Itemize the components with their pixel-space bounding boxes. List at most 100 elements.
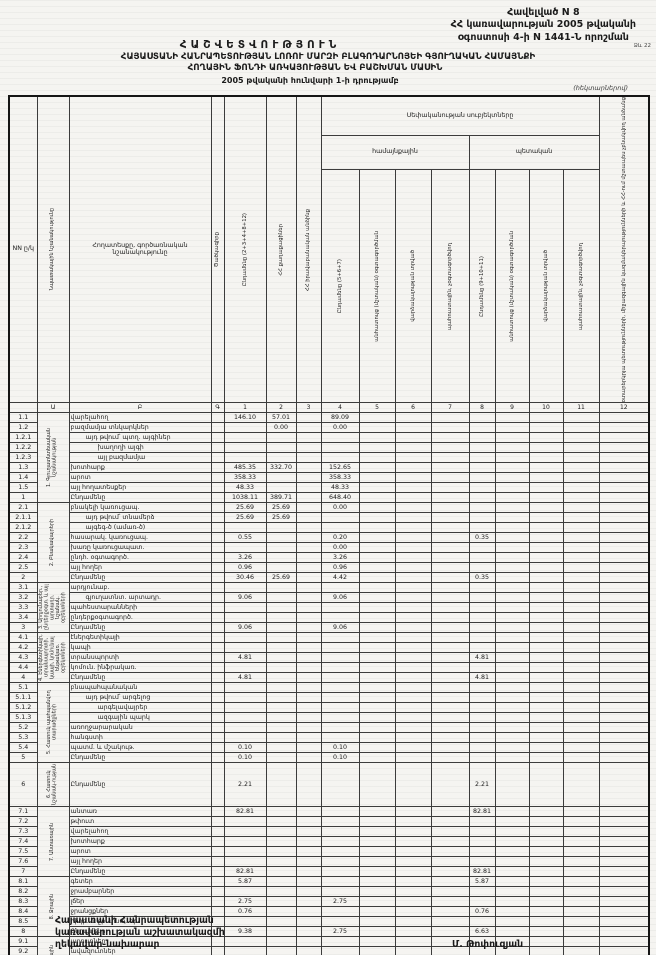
value-cell-col12: [598, 562, 650, 574]
code-cell: [210, 592, 225, 604]
value-cell-col6: [394, 682, 432, 694]
value-cell-col3: [295, 712, 322, 724]
value-cell-col10: [528, 886, 564, 898]
row-number: 4.1: [8, 632, 38, 644]
column-index-0: [8, 402, 38, 414]
value-cell-col7: [430, 742, 470, 754]
row-number: 4.2: [8, 642, 38, 654]
column-index-2: Բ: [68, 402, 212, 414]
value-cell-col2: [265, 876, 297, 888]
value-cell-col4: 0.96: [320, 562, 360, 574]
appendix-line: ՀՀ կառավարության 2005 թվականի: [450, 19, 636, 31]
value-cell-col8: [468, 702, 496, 714]
value-cell-col4: [320, 856, 360, 868]
value-cell-col8: [468, 462, 496, 474]
column-index-13: 10: [528, 402, 564, 414]
value-cell-col4: [320, 936, 360, 948]
value-cell-col2: [265, 856, 297, 868]
value-cell-col12: [598, 542, 650, 554]
value-cell-col1: [223, 422, 267, 434]
value-cell-col11: [562, 946, 600, 955]
row-number: 7.5: [8, 846, 38, 858]
value-cell-col10: [528, 622, 564, 634]
ownership-subjects-header: Սեփականության սուբյեկտները: [320, 95, 600, 137]
value-cell-col12: [598, 762, 650, 808]
value-cell-col4: 0.00: [320, 542, 360, 554]
code-cell: [210, 512, 225, 524]
code-cell: [210, 522, 225, 534]
land-type-label: ընդհ. օգտագործ.: [68, 552, 212, 564]
value-cell-col8: 0.76: [468, 906, 496, 918]
community-group-header: համայնքային: [320, 135, 470, 171]
value-cell-col2: 25.69: [265, 572, 297, 584]
column-header-10: վարձակալության տրված: [528, 169, 564, 404]
value-cell-col6: [394, 422, 432, 434]
value-cell-col10: [528, 552, 564, 564]
value-cell-col9: [494, 512, 530, 524]
table-row: 8.1 8. Ջրային գետեր 5.87 5.87: [8, 876, 650, 938]
value-cell-col12: [598, 582, 650, 594]
code-cell: [210, 876, 225, 888]
appendix-line: օգոստոսի 4-ի N 1441-Ն որոշման: [457, 31, 629, 43]
value-cell-col7: [430, 896, 470, 908]
column-index-7: 4: [320, 402, 360, 414]
signatory-line: Հայաստանի Հանրապետության: [55, 915, 214, 926]
value-cell-col1: [223, 916, 267, 928]
code-cell: [210, 542, 225, 554]
value-cell-col10: [528, 492, 564, 504]
value-cell-col3: [295, 672, 322, 684]
value-cell-col3: [295, 562, 322, 574]
value-cell-col5: [358, 422, 396, 434]
code-cell: [210, 442, 225, 454]
section-total-row: 6 6. Հատուկ նշանակ-ության Ընդամենը 2.21 2.21: [8, 762, 650, 808]
value-cell-col4: [320, 846, 360, 858]
land-type-label: թփուտ: [68, 816, 212, 828]
value-cell-col6: [394, 572, 432, 584]
value-cell-col2: [265, 452, 297, 464]
column-index-11: 8: [468, 402, 496, 414]
value-cell-col4: [320, 712, 360, 724]
value-cell-col6: [394, 742, 432, 754]
value-cell-col12: [598, 632, 650, 644]
value-cell-col7: [430, 662, 470, 674]
value-cell-col1: 25.69: [223, 512, 267, 524]
value-cell-col6: [394, 662, 432, 674]
land-type-label: բնապահպանական: [68, 682, 212, 694]
value-cell-col6: [394, 602, 432, 614]
row-number: 8: [8, 926, 38, 938]
value-cell-col2: [265, 886, 297, 898]
value-cell-col2: [265, 896, 297, 908]
value-cell-col8: [468, 722, 496, 734]
value-cell-col7: [430, 642, 470, 654]
value-cell-col6: [394, 592, 432, 604]
value-cell-col12: [598, 806, 650, 818]
value-cell-col6: [394, 856, 432, 868]
value-cell-col9: [494, 692, 530, 704]
value-cell-col8: 82.81: [468, 866, 496, 878]
value-cell-col5: [358, 542, 396, 554]
value-cell-col5: [358, 946, 396, 955]
value-cell-col11: [562, 522, 600, 534]
column-header-code: Ծածկագիրը: [210, 95, 225, 404]
value-cell-col3: [295, 722, 322, 734]
value-cell-col11: [562, 732, 600, 744]
value-cell-col3: [295, 652, 322, 664]
value-cell-col12: [598, 712, 650, 724]
document-title: ՀԱՇՎԵՏՎՈՒԹՅՈՒՆ: [179, 39, 341, 51]
value-cell-col3: [295, 692, 322, 704]
value-cell-col8: [468, 886, 496, 898]
appendix-reference: Հավելված N 8 ՀՀ կառավարության 2005 թվակա…: [451, 7, 636, 44]
value-cell-col10: [528, 422, 564, 434]
value-cell-col11: [562, 492, 600, 504]
value-cell-col10: [528, 662, 564, 674]
value-cell-col6: [394, 836, 432, 848]
value-cell-col10: [528, 562, 564, 574]
table-row: 5.1 5. Հատուկ պահպանվող տարածքների բնապահպ…: [8, 682, 650, 764]
value-cell-col1: 48.33: [223, 482, 267, 494]
row-number: 7.2: [8, 816, 38, 828]
value-cell-col7: [430, 712, 470, 724]
value-cell-col4: [320, 806, 360, 818]
value-cell-col4: [320, 762, 360, 808]
value-cell-col12: [598, 886, 650, 898]
row-number: 2.2: [8, 532, 38, 544]
